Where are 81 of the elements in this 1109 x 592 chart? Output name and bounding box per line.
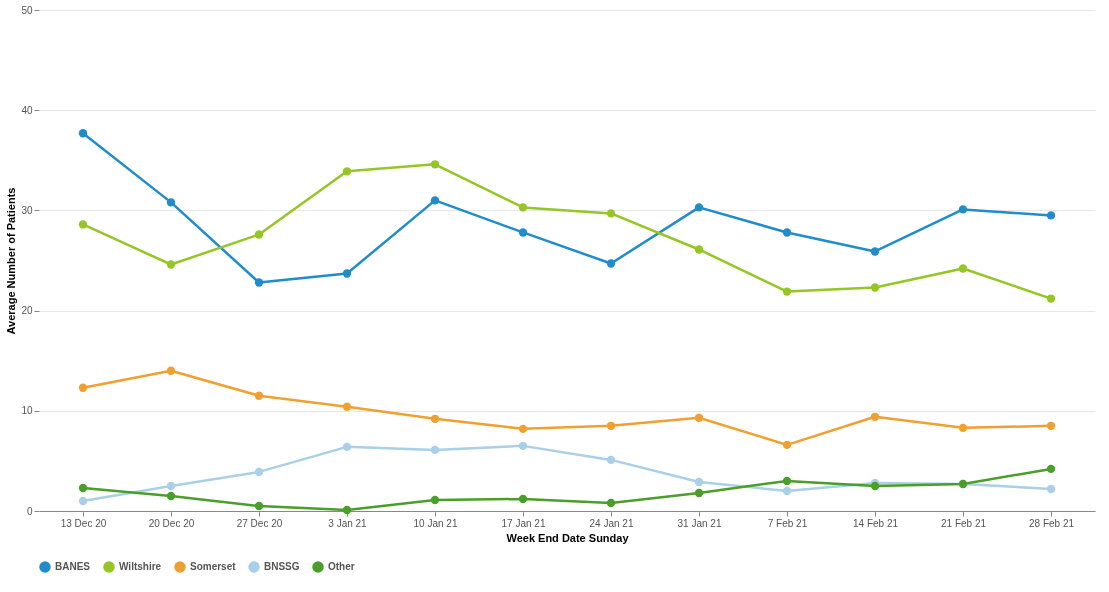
y-tick-label: 30 <box>21 204 33 216</box>
point <box>78 129 88 138</box>
point <box>78 483 88 493</box>
point <box>958 423 968 433</box>
point <box>694 245 704 254</box>
point <box>782 228 792 237</box>
point <box>1046 294 1056 303</box>
point <box>78 220 88 229</box>
point <box>870 412 880 421</box>
point <box>606 209 616 218</box>
x-tick-label: 7 Feb 21 <box>767 517 808 529</box>
point <box>342 167 352 176</box>
x-tick-label: 10 Jan 21 <box>413 517 458 529</box>
x-axis-title: Week End Date Sunday <box>506 531 630 544</box>
legend-label: Somerset <box>190 561 237 572</box>
point <box>430 196 440 205</box>
point <box>1046 421 1056 430</box>
y-axis-title: Average Number of Patients <box>5 187 18 335</box>
point <box>166 366 176 375</box>
y-tick-label: 20 <box>21 305 33 317</box>
point <box>254 278 264 287</box>
point <box>1046 464 1056 474</box>
point <box>782 486 792 496</box>
point <box>782 476 792 486</box>
point <box>782 440 792 450</box>
point <box>254 391 264 400</box>
point <box>1046 484 1056 494</box>
point <box>254 467 264 477</box>
point <box>166 481 176 491</box>
point <box>606 421 616 430</box>
point <box>694 477 704 487</box>
x-tick-label: 24 Jan 21 <box>589 517 634 529</box>
point <box>430 445 440 455</box>
point <box>78 383 88 392</box>
legend-label: BNSSG <box>264 561 300 572</box>
point <box>342 505 352 515</box>
point <box>518 494 528 504</box>
point <box>694 203 704 212</box>
point <box>166 260 176 269</box>
point <box>518 228 528 237</box>
point <box>342 269 352 278</box>
point <box>606 498 616 508</box>
point <box>694 488 704 498</box>
point <box>606 455 616 465</box>
point <box>342 402 352 411</box>
point <box>430 160 440 169</box>
x-tick-label: 31 Jan 21 <box>677 517 722 529</box>
point <box>518 441 528 451</box>
x-tick-label: 14 Feb 21 <box>852 517 899 529</box>
point <box>782 287 792 296</box>
point <box>342 442 352 452</box>
point <box>606 259 616 268</box>
y-tick-label: 50 <box>21 4 33 16</box>
x-tick-label: 28 Feb 21 <box>1028 517 1075 529</box>
x-tick-label: 27 Dec 20 <box>236 517 283 529</box>
legend-label: Other <box>328 561 355 572</box>
y-tick-label: 40 <box>21 104 33 116</box>
point <box>870 283 880 292</box>
point <box>958 264 968 273</box>
point <box>518 424 528 434</box>
x-tick-label: 13 Dec 20 <box>60 517 107 529</box>
point <box>1046 211 1056 220</box>
x-tick-label: 17 Jan 21 <box>501 517 546 529</box>
point <box>254 230 264 239</box>
x-tick-label: 3 Jan 21 <box>328 517 368 529</box>
x-tick-label: 21 Feb 21 <box>940 517 987 529</box>
point <box>254 501 264 511</box>
y-tick-label: 10 <box>21 405 33 417</box>
point <box>430 414 440 423</box>
point <box>870 247 880 256</box>
legend-label: BANES <box>55 561 91 572</box>
point <box>166 491 176 501</box>
point <box>78 496 88 506</box>
point <box>694 413 704 422</box>
point <box>958 205 968 214</box>
point <box>430 495 440 505</box>
point <box>166 198 176 207</box>
y-tick-label: 0 <box>26 505 33 517</box>
point <box>518 203 528 212</box>
legend-label: Wiltshire <box>119 561 162 572</box>
x-tick-label: 20 Dec 20 <box>148 517 195 529</box>
